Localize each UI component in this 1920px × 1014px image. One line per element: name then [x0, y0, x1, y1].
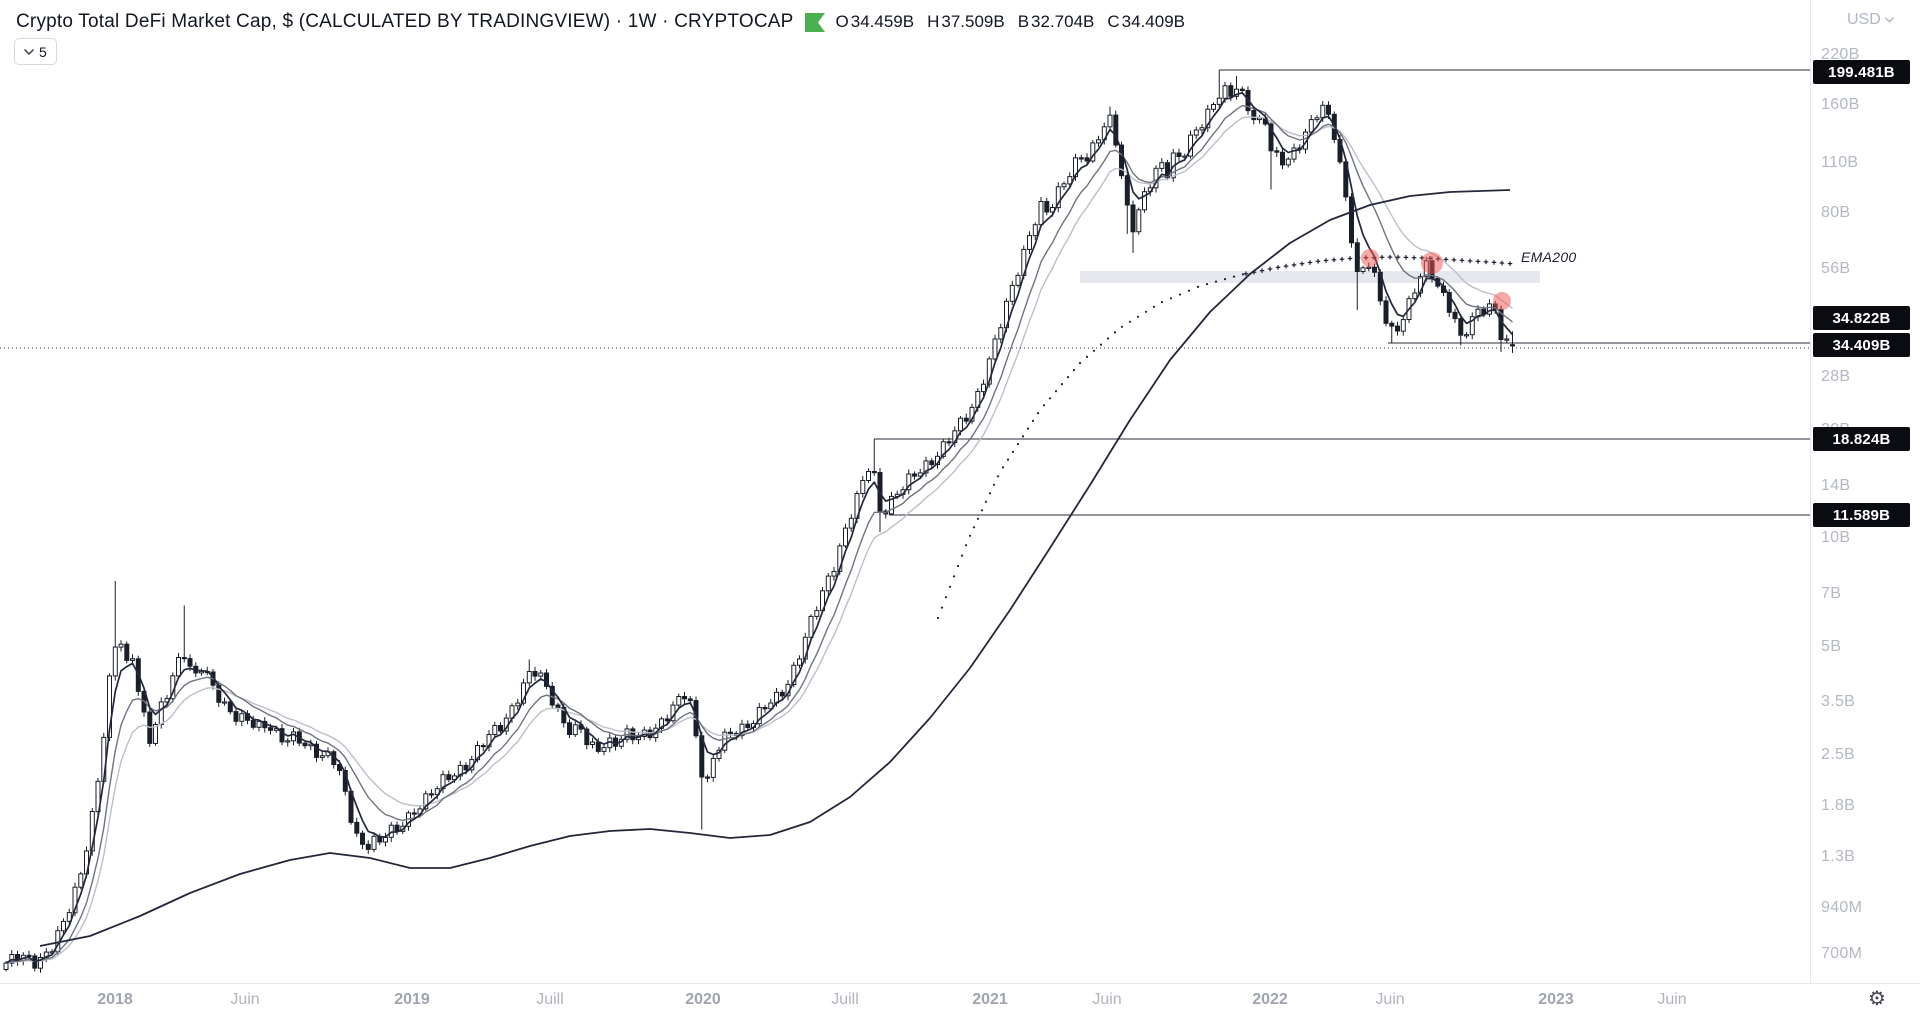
time-tick-label-2021: 2021 [972, 991, 1008, 1008]
price-tick-label: 1.8B [1821, 797, 1856, 815]
price-axis[interactable]: 220B160B110B80B56B28B20B14B10B7B5B3.5B2.… [1810, 0, 1920, 983]
resistance-zone-band[interactable] [1080, 271, 1540, 283]
price-tick-label: 110B [1821, 154, 1859, 172]
currency-selector[interactable]: USD [1847, 11, 1894, 29]
time-tick-label-juill: Juill [536, 991, 564, 1008]
ema-ribbon-10 [5, 105, 1513, 964]
price-tick-label: 1.3B [1821, 848, 1856, 866]
price-badge: 18.824B [1813, 427, 1910, 451]
price-tick-label: 3.5B [1821, 693, 1856, 711]
price-badge: 34.822B [1813, 306, 1910, 330]
rejection-marker-circle[interactable] [1493, 292, 1511, 310]
price-tick-label: 7B [1821, 584, 1842, 602]
price-tick-label: 10B [1821, 529, 1851, 547]
price-badge: 11.589B [1813, 503, 1910, 527]
rejection-marker-circle[interactable] [1361, 249, 1379, 267]
chevron-down-icon [1884, 17, 1894, 23]
rejection-marker-circle[interactable] [1421, 252, 1443, 274]
ohlc-item-b: B 32.704B [1017, 12, 1095, 31]
price-tick-label: 5B [1821, 637, 1842, 655]
ema200-line [936, 254, 1513, 620]
time-tick-label-2020: 2020 [685, 991, 721, 1008]
ohlc-values: O 34.459B H 37.509B B 32.704B C 34.409B [836, 12, 1186, 32]
time-tick-label-2022: 2022 [1252, 991, 1288, 1008]
flag-icon[interactable] [804, 12, 825, 32]
price-tick-label: 28B [1821, 368, 1851, 386]
price-tick-label: 220B [1821, 45, 1860, 63]
time-tick-label-juill: Juill [831, 991, 859, 1008]
time-tick-label-juin: Juin [230, 991, 260, 1008]
time-tick-label-2018: 2018 [97, 991, 133, 1008]
price-tick-label: 940M [1821, 898, 1863, 916]
time-tick-label-2019: 2019 [394, 991, 430, 1008]
price-tick-label: 56B [1821, 259, 1851, 277]
settings-icon[interactable]: ⚙ [1868, 987, 1886, 1010]
price-tick-label: 700M [1821, 944, 1863, 962]
symbol-title[interactable]: Crypto Total DeFi Market Cap, $ (CALCULA… [16, 11, 794, 32]
time-tick-label-juin: Juin [1375, 991, 1405, 1008]
price-tick-label: 160B [1821, 95, 1860, 113]
price-tick-label: 2.5B [1821, 745, 1856, 763]
candlestick-series [3, 70, 1515, 973]
ema-ribbon-16 [5, 116, 1513, 964]
drawings-count-button[interactable]: 5 [14, 38, 57, 65]
chart-pane[interactable] [0, 69, 1810, 973]
ohlc-item-h: H 37.509B [927, 12, 1005, 31]
time-tick-label-juin: Juin [1657, 991, 1687, 1008]
time-tick-label-2023: 2023 [1538, 991, 1574, 1008]
chevron-down-icon [24, 48, 34, 55]
time-axis[interactable]: 2018 Juin 2019 Juill 2020 Juill 2021 Juin 2022 Ju… [0, 983, 1920, 1014]
currency-label: USD [1847, 11, 1881, 28]
price-tick-label: 80B [1821, 204, 1851, 221]
price-badge: 199.481B [1813, 60, 1910, 84]
ema-ribbon-4 [5, 91, 1514, 964]
price-tick-label: 14B [1821, 476, 1851, 494]
price-badge: 34.409B [1813, 333, 1910, 357]
time-tick-label-juin: Juin [1092, 991, 1122, 1008]
ohlc-item-c: C 34.409B [1107, 12, 1186, 31]
long-moving-average [39, 189, 1511, 947]
ema200-label: EMA200 [1521, 249, 1577, 265]
chart-legend: Crypto Total DeFi Market Cap, $ (CALCULA… [16, 10, 1185, 34]
drawings-count-value: 5 [39, 43, 47, 60]
ohlc-item-o: O 34.459B [835, 12, 915, 31]
